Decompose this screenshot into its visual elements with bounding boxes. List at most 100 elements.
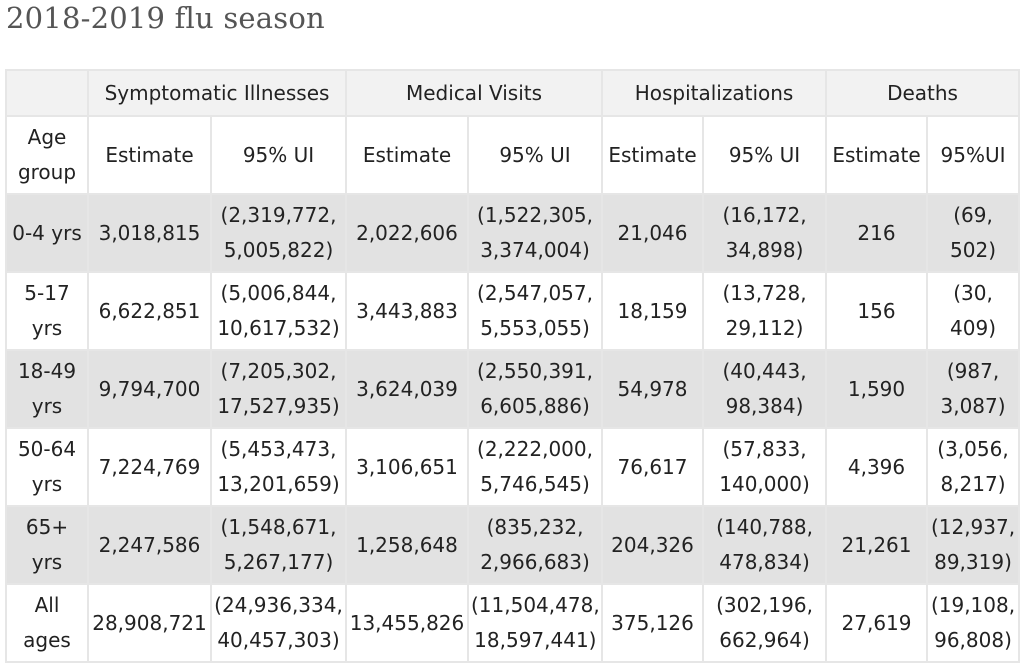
estimate-cell: 6,622,851 — [87, 271, 212, 351]
interval-line: 3,374,004) — [480, 238, 590, 262]
column-subheader: Estimate — [87, 115, 212, 195]
interval-line: 29,112) — [725, 316, 804, 340]
age-group-line: 0-4 yrs — [12, 220, 82, 245]
estimate-cell: 3,018,815 — [87, 193, 212, 273]
interval-line: (2,222,000, — [477, 437, 593, 461]
uncertainty-interval-cell: (30, 409) — [926, 271, 1021, 351]
interval-line: (30, — [953, 281, 993, 305]
interval-line: (69, — [953, 203, 993, 227]
estimate-value: 3,106,651 — [356, 454, 458, 479]
table-body: 0-4 yrs 3,018,815 (2,319,772, 5,005,822) 2,0… — [5, 193, 1021, 663]
interval-line: 17,527,935) — [217, 394, 340, 418]
estimate-value: 6,622,851 — [98, 298, 201, 323]
column-group-header: Hospitalizations — [601, 69, 828, 117]
interval-line: (5,006,844, — [220, 281, 337, 305]
interval-line: (16,172, — [722, 203, 807, 227]
uncertainty-interval-cell: (7,205,302, 17,527,935) — [210, 349, 347, 429]
table-row: 18-49 yrs 9,794,700 (7,205,302, 17,527,935) 3… — [5, 349, 1021, 429]
interval-line: 5,267,177) — [223, 550, 334, 574]
estimate-cell: 76,617 — [601, 427, 705, 507]
uncertainty-interval-cell: (2,319,772, 5,005,822) — [210, 193, 347, 273]
age-group-cell: 18-49 yrs — [5, 349, 89, 429]
interval-line: 98,384) — [725, 394, 804, 418]
estimate-cell: 204,326 — [601, 505, 705, 585]
estimate-cell: 54,978 — [601, 349, 705, 429]
estimate-value: 7,224,769 — [98, 454, 201, 479]
estimate-value: 3,018,815 — [98, 220, 201, 245]
estimate-cell: 9,794,700 — [87, 349, 212, 429]
estimate-value: 13,455,826 — [349, 610, 465, 635]
age-group-line: 18-49 — [17, 359, 77, 383]
interval-line: (57,833, — [722, 437, 807, 461]
age-group-cell: 50-64 yrs — [5, 427, 89, 507]
estimate-value: 4,396 — [847, 454, 906, 479]
age-group-line: 50-64 — [17, 437, 77, 461]
interval-line: 18,597,441) — [474, 628, 597, 652]
uncertainty-interval-cell: (140,788, 478,834) — [702, 505, 828, 585]
estimate-value: 76,617 — [617, 454, 688, 479]
uncertainty-interval-cell: (57,833, 140,000) — [702, 427, 828, 507]
interval-line: (1,522,305, — [477, 203, 593, 227]
estimate-cell: 2,022,606 — [345, 193, 469, 273]
interval-line: (835,232, — [486, 515, 584, 539]
estimate-value: 28,908,721 — [92, 610, 207, 635]
estimate-cell: 1,590 — [825, 349, 929, 429]
table-row: 5-17 yrs 6,622,851 (5,006,844, 10,617,532) 3,… — [5, 271, 1021, 351]
table-row: 50-64 yrs 7,224,769 (5,453,473, 13,201,659) 3… — [5, 427, 1021, 507]
interval-line: 8,217) — [940, 472, 1006, 496]
uncertainty-interval-cell: (3,056, 8,217) — [926, 427, 1021, 507]
estimate-value: 1,258,648 — [356, 532, 458, 557]
interval-line: 40,457,303) — [217, 628, 340, 652]
estimate-value: 204,326 — [611, 532, 694, 557]
age-group-line: yrs — [31, 550, 63, 574]
estimate-cell: 21,261 — [825, 505, 929, 585]
interval-line: 662,964) — [719, 628, 810, 652]
age-group-line: yrs — [31, 394, 63, 418]
estimate-cell: 2,247,586 — [87, 505, 212, 585]
uncertainty-interval-cell: (13,728, 29,112) — [702, 271, 828, 351]
column-group-header: Deaths — [825, 69, 1021, 117]
estimate-value: 21,261 — [841, 532, 912, 557]
page-title: 2018-2019 flu season — [6, 1, 325, 35]
age-group-line: All — [34, 593, 60, 617]
table-corner-cell — [5, 69, 89, 117]
column-subheader: Estimate — [345, 115, 469, 195]
age-group-line: 65+ — [25, 515, 69, 539]
interval-line: 89,319) — [934, 550, 1012, 574]
uncertainty-interval-cell: (835,232, 2,966,683) — [466, 505, 604, 585]
age-group-cell: 5-17 yrs — [5, 271, 89, 351]
interval-line: 3,087) — [940, 394, 1006, 418]
interval-line: 502) — [950, 238, 996, 262]
uncertainty-interval-cell: (12,937, 89,319) — [926, 505, 1021, 585]
age-group-header-line: Age — [27, 125, 67, 149]
interval-line: 34,898) — [725, 238, 804, 262]
interval-line: (12,937, — [930, 515, 1016, 539]
column-subheader: Estimate — [601, 115, 705, 195]
estimate-cell: 18,159 — [601, 271, 705, 351]
interval-line: 5,553,055) — [480, 316, 590, 340]
estimate-value: 3,443,883 — [356, 298, 458, 323]
interval-line: (987, — [946, 359, 1000, 383]
uncertainty-interval-cell: (1,522,305, 3,374,004) — [466, 193, 604, 273]
interval-line: (1,548,671, — [220, 515, 337, 539]
estimate-cell: 7,224,769 — [87, 427, 212, 507]
estimate-value: 2,022,606 — [356, 220, 458, 245]
interval-line: (19,108, — [930, 593, 1016, 617]
interval-line: 10,617,532) — [217, 316, 340, 340]
age-group-cell: 0-4 yrs — [5, 193, 89, 273]
interval-line: 6,605,886) — [480, 394, 590, 418]
column-subheader: 95%UI — [926, 115, 1021, 195]
age-group-line: 5-17 — [24, 281, 70, 305]
age-group-cell: 65+ yrs — [5, 505, 89, 585]
estimate-value: 375,126 — [611, 610, 694, 635]
estimate-value: 216 — [857, 220, 896, 245]
age-group-line: ages — [23, 628, 71, 652]
interval-line: 2,966,683) — [480, 550, 590, 574]
estimate-cell: 28,908,721 — [87, 583, 212, 663]
age-group-header-line: group — [17, 160, 77, 184]
interval-line: (3,056, — [937, 437, 1009, 461]
interval-line: 140,000) — [719, 472, 810, 496]
estimate-cell: 13,455,826 — [345, 583, 469, 663]
column-subheader: 95% UI — [466, 115, 604, 195]
estimate-cell: 27,619 — [825, 583, 929, 663]
